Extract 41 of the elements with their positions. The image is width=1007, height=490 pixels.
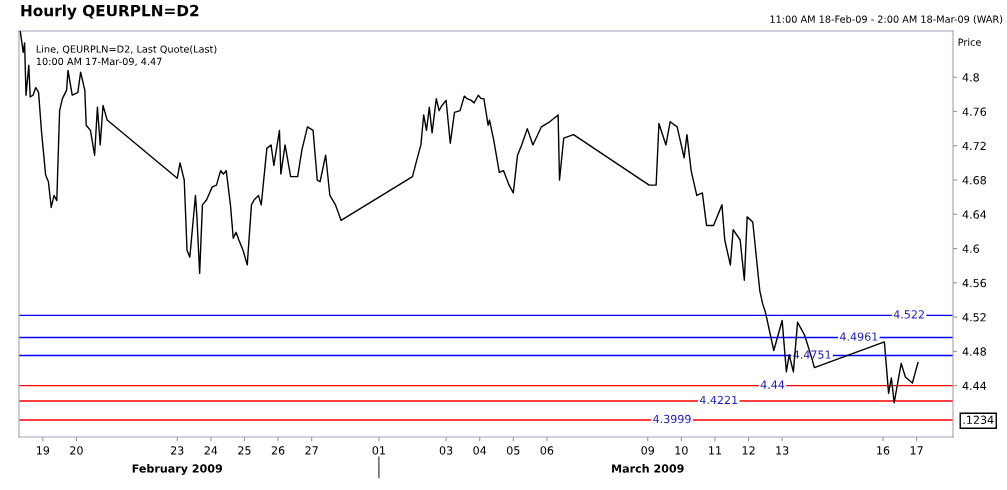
x-tick-label: 27 (305, 446, 318, 455)
ref-line-label: 4.522 (893, 310, 924, 319)
x-tick-label: 12 (742, 446, 755, 455)
y-axis-title: Price (958, 38, 981, 46)
y-tick-label: 4.72 (962, 141, 986, 150)
ref-line-label: 4.44 (760, 380, 785, 389)
x-tick-label: 11 (709, 446, 721, 455)
ref-line-label: 4.4961 (839, 332, 878, 341)
text: .1234 (963, 415, 994, 424)
chart-title: Hourly QEURPLN=D2 (21, 4, 199, 20)
text: March 2009 (612, 464, 684, 473)
annotation: Line, QEURPLN=D2, Last Quote(Last) 10:00 AM 17-Mar-09, 4.47 (36, 45, 217, 67)
y-tick-label: 4.48 (962, 347, 987, 356)
y-tick-label: 4.68 (962, 176, 987, 185)
x-tick-label: 06 (540, 446, 554, 455)
y-tick-label: 4.76 (962, 107, 987, 116)
x-tick-label: 10 (675, 446, 688, 455)
x-tick-label: 04 (473, 446, 487, 455)
text: February 2009 (132, 464, 223, 475)
y-tick-label: 4.44 (962, 381, 987, 390)
x-tick-label: 23 (170, 446, 184, 455)
chart-subtitle: 11:00 AM 18-Feb-09 - 2:00 AM 18-Mar-09 (WAR) (770, 15, 1003, 24)
x-tick-label: 26 (271, 446, 285, 455)
x-tick-label: 17 (910, 446, 923, 455)
x-tick-label: 25 (238, 446, 251, 455)
y-tick-label: 4.64 (962, 210, 987, 219)
x-tick-label: 20 (70, 446, 83, 455)
ref-line-label: 4.4221 (699, 395, 738, 405)
y-tick-label: 4.56 (962, 278, 987, 288)
x-tick-label: 19 (36, 446, 50, 455)
ref-line-label: 4.3999 (653, 414, 691, 424)
y-tick-label: 4.8 (962, 73, 979, 82)
x-tick-label: 05 (506, 446, 520, 455)
x-tick-label: 24 (204, 446, 218, 455)
y-tick-label: 4.6 (962, 244, 979, 253)
x-tick-label: 13 (776, 446, 789, 455)
x-tick-label: 01 (372, 446, 385, 455)
x-tick-label: 09 (641, 446, 655, 455)
y-tick-label: 4.52 (962, 313, 986, 322)
x-tick-label: 16 (877, 446, 890, 455)
x-tick-label: 03 (439, 446, 453, 455)
